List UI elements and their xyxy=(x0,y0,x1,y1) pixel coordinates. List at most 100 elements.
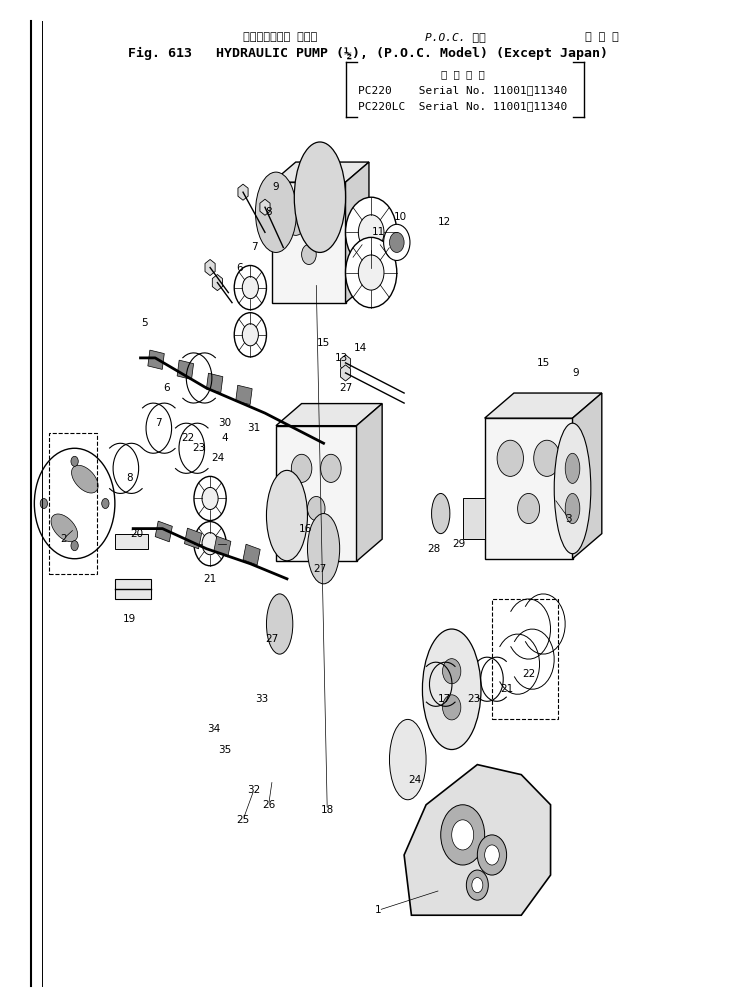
Ellipse shape xyxy=(423,629,481,749)
Text: 17: 17 xyxy=(438,694,451,704)
Bar xyxy=(492,599,558,719)
Bar xyxy=(236,386,252,405)
Text: 22: 22 xyxy=(182,433,195,443)
Text: PC220LC  Serial No. 11001～11340: PC220LC Serial No. 11001～11340 xyxy=(358,101,567,111)
Bar xyxy=(177,361,193,380)
Ellipse shape xyxy=(307,514,340,584)
Text: 6: 6 xyxy=(163,383,170,393)
Text: 4: 4 xyxy=(221,433,228,443)
Ellipse shape xyxy=(442,695,461,720)
Text: 32: 32 xyxy=(248,784,261,795)
Polygon shape xyxy=(345,162,369,303)
Circle shape xyxy=(291,454,312,482)
Text: 18: 18 xyxy=(320,805,334,815)
Text: 21: 21 xyxy=(500,685,513,694)
Circle shape xyxy=(202,487,218,510)
Text: 1: 1 xyxy=(375,905,381,915)
Circle shape xyxy=(466,870,488,900)
Text: 35: 35 xyxy=(218,744,232,754)
Bar xyxy=(115,579,151,599)
Text: 8: 8 xyxy=(265,207,272,218)
Ellipse shape xyxy=(71,465,98,493)
Text: 27: 27 xyxy=(339,383,352,393)
Bar xyxy=(148,350,165,370)
Circle shape xyxy=(40,498,48,509)
Circle shape xyxy=(345,238,397,308)
Text: 8: 8 xyxy=(126,473,133,483)
Text: 10: 10 xyxy=(394,212,407,223)
Text: 2: 2 xyxy=(60,534,67,544)
Polygon shape xyxy=(404,764,551,915)
Polygon shape xyxy=(272,182,345,303)
Bar xyxy=(49,433,96,574)
Polygon shape xyxy=(212,275,223,291)
Polygon shape xyxy=(238,184,248,200)
Text: 13: 13 xyxy=(335,352,348,363)
Text: 24: 24 xyxy=(409,774,422,784)
Text: 21: 21 xyxy=(204,574,217,584)
Text: 16: 16 xyxy=(298,524,312,534)
Polygon shape xyxy=(276,404,382,426)
Circle shape xyxy=(312,209,331,236)
Ellipse shape xyxy=(267,470,307,561)
Circle shape xyxy=(194,522,226,566)
Text: 23: 23 xyxy=(467,694,480,704)
Bar xyxy=(115,534,148,549)
Text: 23: 23 xyxy=(193,443,206,453)
Circle shape xyxy=(243,277,259,299)
Circle shape xyxy=(71,541,78,551)
Text: 12: 12 xyxy=(438,218,451,228)
Text: ハイドロリック ポンプ: ハイドロリック ポンプ xyxy=(243,31,317,41)
Ellipse shape xyxy=(565,453,580,483)
Text: 適 用 号 機: 適 用 号 機 xyxy=(441,68,484,79)
Text: 29: 29 xyxy=(453,539,466,549)
Polygon shape xyxy=(356,404,382,561)
Polygon shape xyxy=(340,354,351,371)
Circle shape xyxy=(534,440,560,476)
Circle shape xyxy=(101,498,109,509)
Polygon shape xyxy=(260,199,270,215)
Ellipse shape xyxy=(442,659,461,684)
Bar xyxy=(214,536,231,557)
Circle shape xyxy=(307,496,325,521)
Text: 27: 27 xyxy=(313,564,326,574)
Text: 22: 22 xyxy=(522,670,535,679)
Polygon shape xyxy=(276,426,356,561)
Text: 9: 9 xyxy=(273,182,279,192)
Text: 7: 7 xyxy=(251,243,257,253)
Text: 26: 26 xyxy=(262,800,276,810)
Ellipse shape xyxy=(565,493,580,524)
Text: 15: 15 xyxy=(317,337,330,347)
Circle shape xyxy=(234,266,267,310)
Text: 9: 9 xyxy=(573,368,579,378)
Circle shape xyxy=(320,454,341,482)
Bar xyxy=(243,544,260,565)
Circle shape xyxy=(384,225,410,261)
Text: P.O.C. 仕様: P.O.C. 仕様 xyxy=(425,31,486,41)
Circle shape xyxy=(345,197,397,268)
Text: Fig. 613   HYDRAULIC PUMP (½), (P.O.C. Model) (Except Japan): Fig. 613 HYDRAULIC PUMP (½), (P.O.C. Mod… xyxy=(127,47,608,60)
Circle shape xyxy=(390,233,404,253)
Polygon shape xyxy=(340,365,351,381)
Text: 15: 15 xyxy=(537,357,550,368)
Text: PC220    Serial No. 11001～11340: PC220 Serial No. 11001～11340 xyxy=(358,85,567,95)
Circle shape xyxy=(286,209,305,236)
Ellipse shape xyxy=(431,493,450,534)
Bar xyxy=(184,528,201,549)
Bar xyxy=(463,498,484,539)
Text: 7: 7 xyxy=(156,418,162,428)
Text: 34: 34 xyxy=(207,724,220,734)
Circle shape xyxy=(441,805,484,865)
Circle shape xyxy=(359,214,384,250)
Polygon shape xyxy=(272,162,369,182)
Circle shape xyxy=(517,493,539,524)
Text: 14: 14 xyxy=(354,342,367,352)
Circle shape xyxy=(452,820,473,850)
Text: 6: 6 xyxy=(236,263,243,273)
Text: 3: 3 xyxy=(565,514,572,524)
Text: 5: 5 xyxy=(141,318,148,327)
Text: 25: 25 xyxy=(237,815,250,825)
Text: 28: 28 xyxy=(427,544,440,554)
Circle shape xyxy=(35,448,115,559)
Polygon shape xyxy=(573,393,602,559)
